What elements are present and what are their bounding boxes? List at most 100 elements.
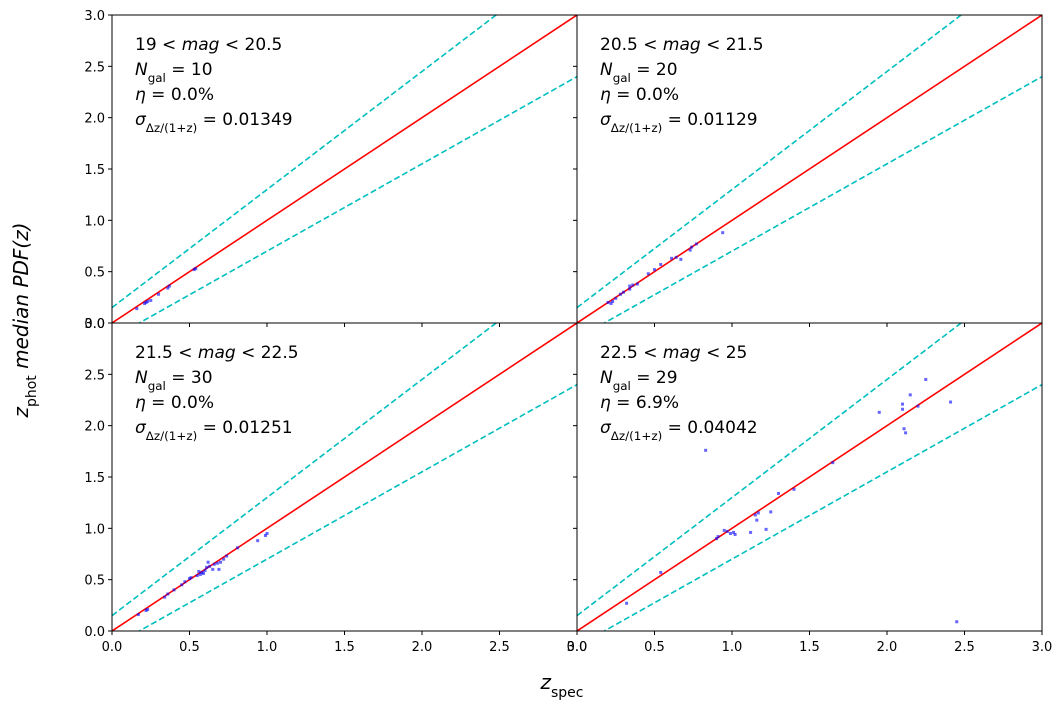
y-tick-label: 0.0 — [84, 625, 105, 640]
y-tick-label: 0.5 — [84, 574, 105, 589]
text-part: σ — [135, 418, 147, 438]
point — [157, 292, 160, 296]
point — [172, 588, 176, 592]
point — [659, 262, 663, 266]
text-part: < 25 — [701, 343, 748, 363]
point — [670, 256, 674, 260]
text-part: σ — [600, 418, 612, 438]
text-part: σ — [600, 110, 612, 130]
annotation: 19 < mag < 20.5 — [135, 35, 282, 55]
reference-line — [137, 383, 577, 631]
text-part: mag — [182, 35, 220, 55]
y-tick-label: 1.5 — [84, 163, 105, 178]
reference-line — [112, 323, 498, 617]
point — [901, 402, 904, 406]
point — [144, 300, 148, 304]
text-part: Δz/(1+z) — [611, 429, 662, 443]
annotation: 20.5 < mag < 21.5 — [600, 35, 764, 55]
x-tick-label: 3.0 — [1032, 640, 1053, 655]
point — [167, 284, 171, 288]
reference-line — [602, 75, 1042, 323]
point — [722, 528, 726, 532]
annotation: η = 0.0% — [135, 393, 214, 413]
point — [219, 560, 222, 564]
point — [749, 530, 753, 534]
point — [635, 282, 639, 286]
text-part: = 10 — [166, 60, 213, 80]
point — [205, 565, 209, 569]
point — [263, 534, 267, 538]
point — [217, 567, 221, 571]
point — [631, 283, 635, 287]
y-tick-label: 0.0 — [84, 317, 105, 332]
text-part: 20.5 < — [600, 35, 663, 55]
point — [622, 290, 625, 294]
reference-line — [577, 15, 963, 309]
text-part: spec — [551, 685, 584, 701]
text-part: gal — [613, 379, 631, 393]
annotation: σΔz/(1+z) = 0.01251 — [135, 418, 293, 443]
x-tick-label: 3.0 — [567, 640, 588, 655]
point — [704, 448, 708, 452]
point — [606, 300, 610, 304]
point — [792, 487, 796, 491]
point — [646, 272, 650, 276]
text-part: = 0.0% — [146, 85, 214, 105]
plot-area — [112, 15, 577, 323]
point — [716, 535, 720, 539]
point — [136, 613, 140, 617]
point — [679, 257, 683, 261]
plot-area — [112, 323, 577, 631]
x-tick-label: 1.0 — [257, 640, 278, 655]
y-tick-label: 1.5 — [84, 471, 105, 486]
point — [916, 404, 920, 408]
point — [215, 561, 219, 565]
x-tick-label: 2.5 — [489, 640, 510, 655]
point — [212, 562, 216, 566]
text-part: < 20.5 — [219, 35, 282, 55]
reference-line — [137, 75, 577, 323]
y-tick-label: 2.0 — [84, 420, 105, 435]
point — [618, 292, 622, 296]
y-tick-label: 2.0 — [84, 112, 105, 127]
x-tick-label: 0.0 — [567, 640, 588, 655]
text-part: gal — [148, 71, 166, 85]
point — [949, 400, 953, 404]
point — [188, 577, 191, 581]
x-tick-label: 2.0 — [877, 640, 898, 655]
x-tick-label: 1.0 — [722, 640, 743, 655]
text-part: N — [600, 60, 613, 80]
reference-line — [577, 15, 1042, 323]
point — [732, 530, 736, 534]
text-part: phot — [24, 375, 40, 407]
plot-area — [577, 15, 1042, 323]
point — [206, 560, 210, 564]
point — [194, 267, 198, 271]
point — [688, 248, 692, 252]
panel: 0.0 0.5 1.0 1.5 2.0 2.5 3.00.00.51.01.52.02.53… — [84, 317, 588, 655]
reference-line — [112, 15, 577, 323]
point — [144, 608, 148, 612]
text-part: η — [600, 393, 611, 413]
point — [135, 307, 139, 311]
point — [143, 301, 147, 305]
text-part: = 0.01251 — [197, 418, 292, 438]
text-part: z — [540, 670, 552, 694]
text-part: < 21.5 — [701, 35, 764, 55]
annotation: 21.5 < mag < 22.5 — [135, 343, 299, 363]
y-tick-label: 3.0 — [84, 317, 105, 332]
text-part: = 0.0% — [611, 85, 679, 105]
x-axis-label: zspec — [540, 670, 584, 701]
point — [166, 286, 170, 290]
point — [955, 620, 959, 624]
x-tick-label: 2.5 — [954, 640, 975, 655]
point — [180, 583, 184, 587]
point — [203, 568, 207, 572]
text-part: mag — [663, 35, 701, 55]
point — [674, 255, 678, 259]
point — [208, 564, 212, 568]
text-part: z — [9, 407, 33, 419]
point — [146, 607, 150, 611]
point — [265, 531, 269, 535]
